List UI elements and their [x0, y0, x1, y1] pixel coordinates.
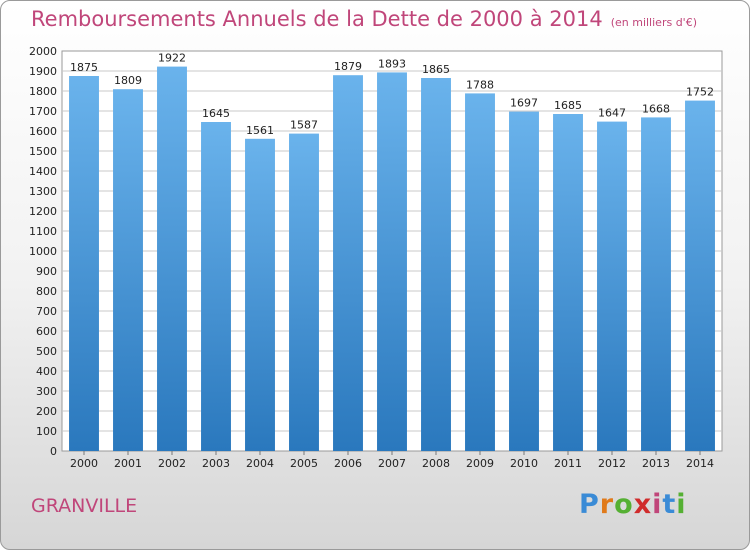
y-tick-label: 1300	[29, 185, 57, 198]
y-tick-label: 600	[36, 325, 57, 338]
data-label: 1647	[598, 107, 626, 120]
logo-letter: r	[599, 489, 615, 520]
y-tick-label: 100	[36, 425, 57, 438]
data-label: 1865	[422, 63, 450, 76]
data-label: 1879	[334, 60, 362, 73]
chart-subtitle: (en milliers d'€)	[610, 16, 697, 29]
commune-name: GRANVILLE	[31, 495, 138, 517]
x-tick-label: 2012	[598, 457, 626, 470]
logo-letter: P	[579, 489, 600, 520]
data-label: 1752	[686, 86, 714, 99]
y-tick-label: 200	[36, 405, 57, 418]
bar-2002	[157, 66, 187, 451]
data-label: 1788	[466, 78, 494, 91]
y-tick-label: 900	[36, 265, 57, 278]
x-tick-label: 2003	[202, 457, 230, 470]
y-tick-label: 1700	[29, 105, 57, 118]
y-tick-label: 1500	[29, 145, 57, 158]
y-tick-label: 1600	[29, 125, 57, 138]
y-tick-label: 1100	[29, 225, 57, 238]
chart-title: Remboursements Annuels de la Dette de 20…	[31, 7, 697, 31]
data-label: 1697	[510, 97, 538, 110]
y-tick-label: 500	[36, 345, 57, 358]
proxiti-logo: Proxiti	[579, 489, 687, 520]
bars	[69, 66, 715, 452]
bar-2012	[597, 121, 627, 451]
bar-2003	[201, 122, 231, 451]
data-label: 1645	[202, 107, 230, 120]
bar-2004	[245, 138, 275, 452]
x-tick-label: 2009	[466, 457, 494, 470]
x-tick-label: 2010	[510, 457, 538, 470]
y-tick-label: 1800	[29, 85, 57, 98]
y-tick-label: 1400	[29, 165, 57, 178]
bar-2005	[289, 133, 319, 451]
data-label: 1587	[290, 119, 318, 132]
y-tick-label: 2000	[29, 45, 57, 58]
logo-letter: i	[652, 489, 663, 520]
y-tick-label: 1200	[29, 205, 57, 218]
x-tick-label: 2004	[246, 457, 274, 470]
y-tick-labels: 0 100 200 300 400 500 600 700 800 900 1000 1100 1200…	[29, 45, 57, 458]
x-tick-label: 2014	[686, 457, 714, 470]
data-label: 1922	[158, 52, 186, 65]
data-label: 1809	[114, 74, 142, 87]
logo-letter: t	[662, 489, 677, 520]
bar-2009	[465, 93, 495, 452]
y-tick-label: 800	[36, 285, 57, 298]
logo-letter: x	[633, 489, 653, 520]
logo-letter: i	[676, 489, 687, 520]
x-tick-labels: 2000 2001 2002 2003 2004 2005 2006 2007 2008 2009…	[70, 451, 714, 470]
y-tick-label: 1900	[29, 65, 57, 78]
y-tick-label: 300	[36, 385, 57, 398]
y-tick-label: 1000	[29, 245, 57, 258]
bar-2014	[685, 100, 715, 451]
data-label: 1561	[246, 124, 274, 137]
x-tick-label: 2005	[290, 457, 318, 470]
y-tick-label: 400	[36, 365, 57, 378]
logo-letter: o	[614, 489, 634, 520]
x-tick-label: 2001	[114, 457, 142, 470]
y-tick-label: 0	[50, 445, 57, 458]
data-label: 1875	[70, 61, 98, 74]
bar-2008	[421, 78, 451, 451]
bar-2007	[377, 72, 407, 452]
x-tick-label: 2008	[422, 457, 450, 470]
x-tick-label: 2011	[554, 457, 582, 470]
bar-2001	[113, 89, 143, 451]
x-tick-label: 2006	[334, 457, 362, 470]
data-label: 1893	[378, 57, 406, 70]
data-label: 1685	[554, 99, 582, 112]
data-label: 1668	[642, 102, 670, 115]
data-labels: 1875 1809 1922 1645 1561 1587 1879 1893 1865 1788…	[70, 52, 714, 137]
x-tick-label: 2013	[642, 457, 670, 470]
bar-2013	[641, 117, 671, 452]
bar-2006	[333, 75, 363, 451]
chart-title-text: Remboursements Annuels de la Dette de 20…	[31, 7, 603, 31]
x-tick-label: 2002	[158, 457, 186, 470]
bar-2000	[69, 76, 99, 451]
x-tick-label: 2000	[70, 457, 98, 470]
bar-2011	[553, 114, 583, 451]
x-tick-label: 2007	[378, 457, 406, 470]
y-tick-label: 700	[36, 305, 57, 318]
bar-2010	[509, 111, 539, 451]
